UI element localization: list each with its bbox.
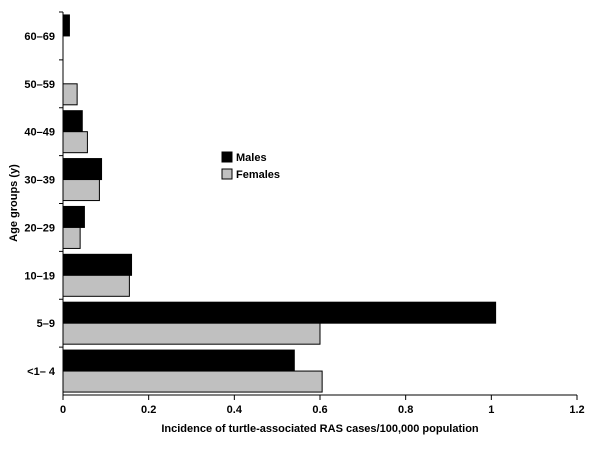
legend-label-females: Females (236, 169, 280, 181)
bars-group (62, 14, 497, 393)
x-tick-label: 0.6 (312, 404, 327, 416)
y-axis-title: Age groups (y) (8, 164, 20, 242)
y-tick-label: 50–59 (24, 79, 55, 91)
bar-males-0 (62, 349, 295, 372)
bar-females-0 (62, 370, 323, 393)
x-tick-label: 1.2 (569, 404, 584, 416)
x-ticks-group: 0 0.2 0.4 0.6 0.8 1 1.2 (60, 395, 585, 416)
bar-males-5 (62, 110, 83, 133)
x-tick-label: 0 (60, 404, 66, 416)
bar-females-1 (62, 322, 321, 345)
x-tick-label: 0.2 (141, 404, 156, 416)
legend-swatch-males (221, 151, 233, 163)
bar-males-4 (62, 158, 103, 181)
y-tick-label: 40–49 (24, 127, 55, 139)
y-tick-label: 5–9 (37, 318, 55, 330)
y-tick-label: 10–19 (24, 270, 55, 282)
bar-males-3 (62, 205, 85, 228)
y-ticks-group: <1– 4 5–9 10–19 20–29 30–39 40–49 50–59 60–69 (24, 11, 63, 378)
legend-label-males: Males (236, 152, 267, 164)
legend-swatch-females (221, 168, 233, 180)
x-tick-label: 1 (488, 404, 494, 416)
x-axis-title: Incidence of turtle-associated RAS cases… (161, 423, 479, 435)
bar-females-4 (62, 179, 100, 202)
bar-females-5 (62, 131, 88, 154)
bar-males-1 (62, 301, 497, 324)
y-tick-label: 20–29 (24, 222, 55, 234)
x-tick-label: 0.8 (398, 404, 413, 416)
bar-males-2 (62, 253, 133, 276)
bar-females-3 (62, 226, 81, 249)
y-tick-label: 30–39 (24, 175, 55, 187)
x-tick-label: 0.4 (227, 404, 243, 416)
y-tick-label: 60–69 (24, 31, 55, 43)
bar-females-2 (62, 274, 130, 297)
bar-males-7 (62, 14, 70, 37)
bar-females-6 (62, 83, 78, 106)
legend: Males Females (221, 151, 280, 181)
y-tick-label: <1– 4 (27, 366, 56, 378)
